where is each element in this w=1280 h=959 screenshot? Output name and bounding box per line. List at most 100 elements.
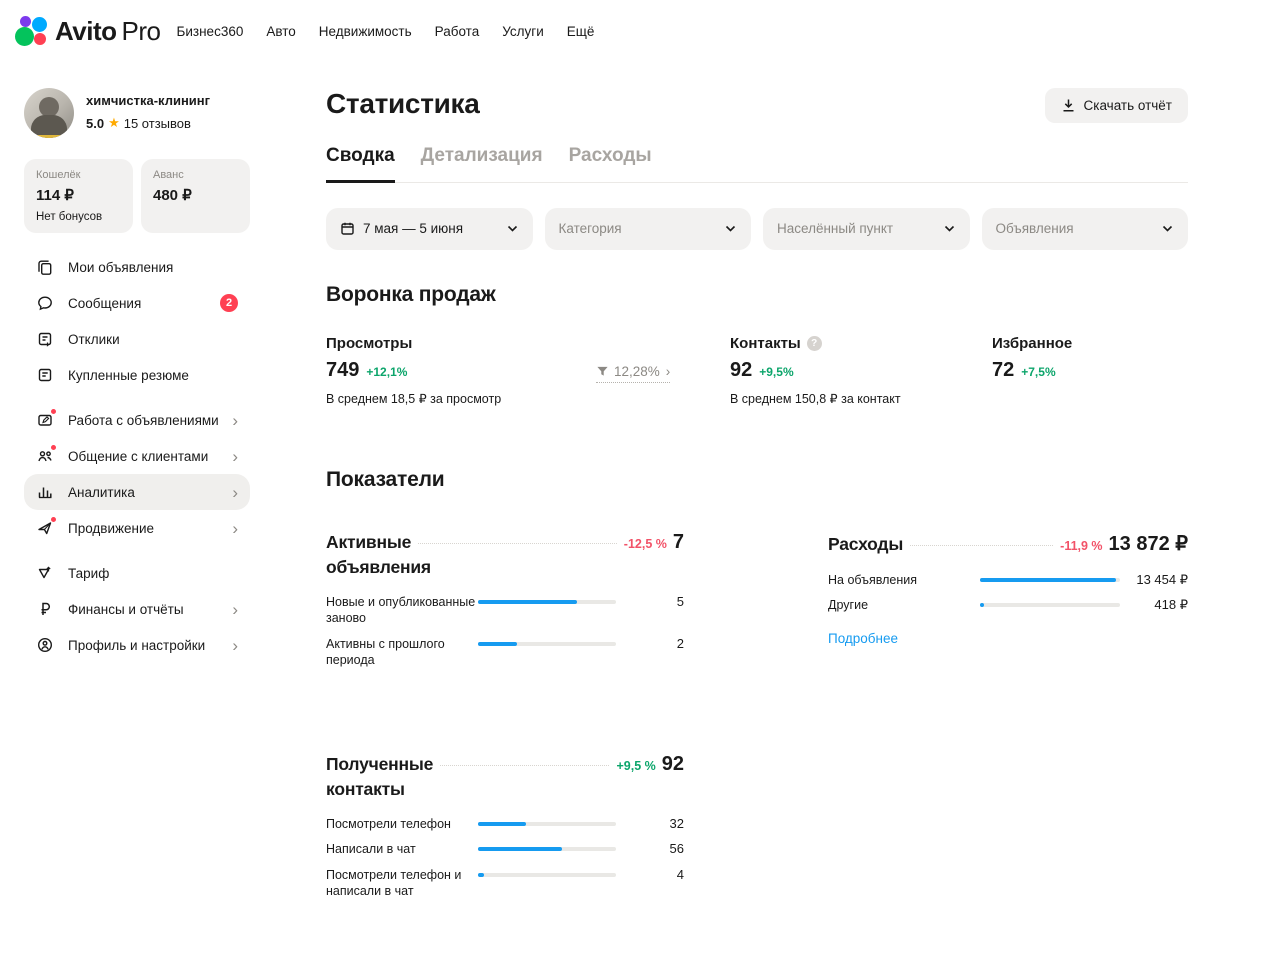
progress-track — [478, 599, 616, 604]
progress-track — [478, 641, 616, 646]
dotted-leader — [418, 542, 617, 544]
sidebar-menu: Мои объявления Сообщения 2 Отклики Купл — [24, 249, 250, 663]
sidebar-item-ads-management[interactable]: Работа с объявлениями › — [24, 402, 250, 438]
nav-item-services[interactable]: Услуги — [502, 23, 544, 39]
expenses-total: 13 872 ₽ — [1108, 532, 1188, 555]
help-icon[interactable]: ? — [806, 335, 822, 351]
avito-pro-logo[interactable]: Avito Pro — [14, 11, 161, 51]
client-communication-icon — [36, 444, 57, 465]
indicators-section-title: Показатели — [326, 467, 445, 491]
category-filter[interactable]: Категория — [544, 207, 751, 250]
promotion-icon — [36, 516, 57, 537]
wallet-card[interactable]: Кошелёк 114 ₽ Нет бонусов — [24, 159, 133, 233]
sidebar-item-purchased-resumes[interactable]: Купленные резюме — [24, 357, 250, 393]
active-ads-delta: -12,5 % — [623, 536, 667, 551]
ads-filter[interactable]: Объявления — [981, 207, 1188, 250]
indicator-row: Посмотрели телефон и написали в чат 4 — [326, 866, 684, 899]
expenses-more-link[interactable]: Подробнее — [828, 630, 899, 646]
location-filter[interactable]: Населённый пункт — [763, 207, 970, 250]
contacts-note: В среднем 150,8 ₽ за контакт — [730, 391, 901, 406]
wallet-value: 114 ₽ — [36, 187, 74, 204]
indicator-row: Написали в чат 56 — [326, 841, 684, 856]
sidebar-item-finance[interactable]: Финансы и отчёты › — [24, 591, 250, 627]
messages-icon — [36, 294, 54, 312]
indicator-row: Активны с прошлого периода 2 — [326, 635, 684, 668]
indicator-row: Другие 418 ₽ — [828, 597, 1188, 612]
advance-value: 480 ₽ — [153, 187, 192, 204]
messages-unread-badge: 2 — [220, 294, 238, 312]
funnel-section-title: Воронка продаж — [326, 282, 496, 306]
chevron-right-icon: › — [232, 446, 238, 466]
my-ads-icon — [36, 258, 54, 276]
top-nav-items: Бизнес360 Авто Недвижимость Работа Услуг… — [177, 24, 595, 39]
funnel-icon — [596, 365, 609, 378]
contacts-label: Контакты — [730, 334, 801, 352]
favorites-label: Избранное — [992, 334, 1073, 352]
tab-details[interactable]: Детализация — [420, 145, 543, 166]
chevron-down-icon — [943, 222, 956, 235]
profile-settings-icon — [36, 636, 54, 654]
analytics-icon — [36, 483, 54, 501]
funnel-contacts: Контакты ? 92 +9,5% В среднем 150,8 ₽ за… — [730, 335, 992, 406]
favorites-delta: +7,5% — [1021, 364, 1056, 379]
page-title: Статистика — [326, 88, 480, 119]
sidebar-item-client-communication[interactable]: Общение с клиентами › — [24, 438, 250, 474]
expenses-title: Расходы — [828, 533, 904, 554]
progress-fill — [478, 641, 518, 646]
progress-track — [478, 847, 616, 851]
chevron-down-icon — [506, 222, 519, 235]
top-navigation: Avito Pro Бизнес360 Авто Недвижимость Раб… — [0, 0, 1280, 62]
contacts-value: 92 — [730, 358, 753, 381]
favorites-value: 72 — [992, 358, 1015, 381]
sidebar-item-profile-settings[interactable]: Профиль и настройки › — [24, 627, 250, 663]
sidebar-item-messages[interactable]: Сообщения 2 — [24, 285, 250, 321]
date-range-filter[interactable]: 7 мая — 5 июня — [326, 207, 533, 250]
nav-item-auto[interactable]: Авто — [266, 23, 296, 39]
expenses-block: Расходы -11,9 % 13 872 ₽ На объявления 1… — [828, 531, 1188, 648]
nav-item-more[interactable]: Ещё — [566, 23, 595, 39]
views-label: Просмотры — [326, 334, 413, 352]
chevron-right-icon: › — [232, 410, 238, 430]
sidebar-item-replies[interactable]: Отклики — [24, 321, 250, 357]
nav-item-realty[interactable]: Недвижимость — [318, 23, 412, 39]
nav-item-jobs[interactable]: Работа — [434, 23, 480, 39]
funnel-conversion: 12,28% › — [596, 335, 730, 406]
progress-fill — [478, 847, 563, 851]
chevron-right-icon: › — [232, 482, 238, 502]
received-contacts-delta: +9,5 % — [616, 758, 656, 773]
sidebar-item-my-ads[interactable]: Мои объявления — [24, 249, 250, 285]
progress-fill — [980, 577, 1116, 582]
sidebar: химчистка-клининг 5.0 ★ 15 отзывов Кошел… — [24, 88, 250, 909]
funnel-views: Просмотры 749 +12,1% В среднем 18,5 ₽ за… — [326, 335, 596, 406]
tariff-icon — [36, 564, 54, 582]
expenses-delta: -11,9 % — [1060, 538, 1103, 553]
chevron-right-icon: › — [665, 363, 671, 379]
funnel-favorites: Избранное 72 +7,5% — [992, 335, 1188, 406]
sidebar-item-promotion[interactable]: Продвижение › — [24, 510, 250, 546]
progress-track — [478, 872, 616, 877]
chevron-right-icon: › — [232, 635, 238, 655]
nav-item-business360[interactable]: Бизнес360 — [176, 23, 244, 39]
sidebar-item-tariff[interactable]: Тариф — [24, 555, 250, 591]
profile-rating[interactable]: 5.0 ★ 15 отзывов — [86, 115, 210, 131]
download-report-button[interactable]: Скачать отчёт — [1044, 88, 1188, 123]
tab-summary[interactable]: Сводка — [326, 145, 395, 183]
reviews-count: 15 отзывов — [123, 115, 191, 131]
conversion-link[interactable]: 12,28% › — [596, 363, 671, 383]
received-contacts-total: 92 — [661, 752, 684, 775]
download-icon — [1061, 98, 1076, 113]
avito-logo-icon — [14, 11, 52, 51]
profile-block[interactable]: химчистка-клининг 5.0 ★ 15 отзывов — [24, 88, 250, 138]
indicator-row: На объявления 13 454 ₽ — [828, 571, 1188, 587]
main-content: Статистика Скачать отчёт Сводка Детализа… — [326, 88, 1188, 909]
dotted-leader — [910, 544, 1054, 546]
tab-expenses[interactable]: Расходы — [568, 145, 652, 166]
avatar[interactable] — [24, 88, 74, 138]
advance-card[interactable]: Аванс 480 ₽ — [141, 159, 250, 233]
indicator-row: Новые и опубликованные заново 5 — [326, 593, 684, 626]
progress-fill — [478, 872, 484, 877]
resume-icon — [36, 366, 54, 384]
sidebar-item-analytics[interactable]: Аналитика › — [24, 474, 250, 510]
profile-name: химчистка-клининг — [86, 93, 211, 108]
rating-score: 5.0 — [86, 115, 105, 131]
